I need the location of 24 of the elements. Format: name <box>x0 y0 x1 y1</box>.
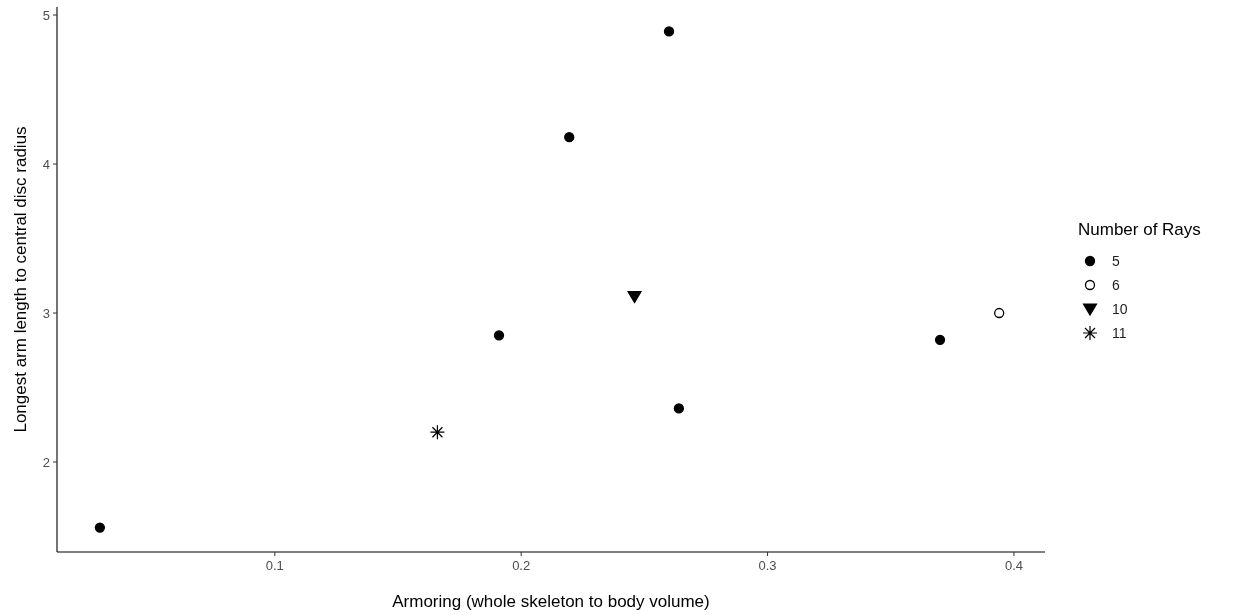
legend-label: 6 <box>1112 276 1120 293</box>
point <box>934 334 946 345</box>
y-tick-label: 2 <box>42 454 50 470</box>
point <box>627 291 642 304</box>
x-tick-label: 0.2 <box>512 558 531 573</box>
legend-label: 5 <box>1112 252 1120 269</box>
legend-title: Number of Rays <box>1078 220 1201 239</box>
point <box>493 330 505 341</box>
point <box>673 403 685 414</box>
y-tick-label: 3 <box>42 305 50 321</box>
y-axis-title: Longest arm length to central disc radius <box>11 126 30 433</box>
point <box>994 307 1005 319</box>
legend-label: 10 <box>1112 300 1128 317</box>
point <box>94 522 106 533</box>
x-axis-title: Armoring (whole skeleton to body volume) <box>392 592 710 611</box>
y-tick-label: 4 <box>42 156 50 172</box>
point <box>429 424 446 440</box>
x-tick-label: 0.1 <box>265 558 284 573</box>
x-tick-label: 0.3 <box>758 558 777 573</box>
point <box>663 26 675 37</box>
legend-label: 11 <box>1112 324 1127 341</box>
y-tick-label: 5 <box>42 7 50 23</box>
point <box>564 132 575 143</box>
x-tick-label: 0.4 <box>1004 558 1023 573</box>
